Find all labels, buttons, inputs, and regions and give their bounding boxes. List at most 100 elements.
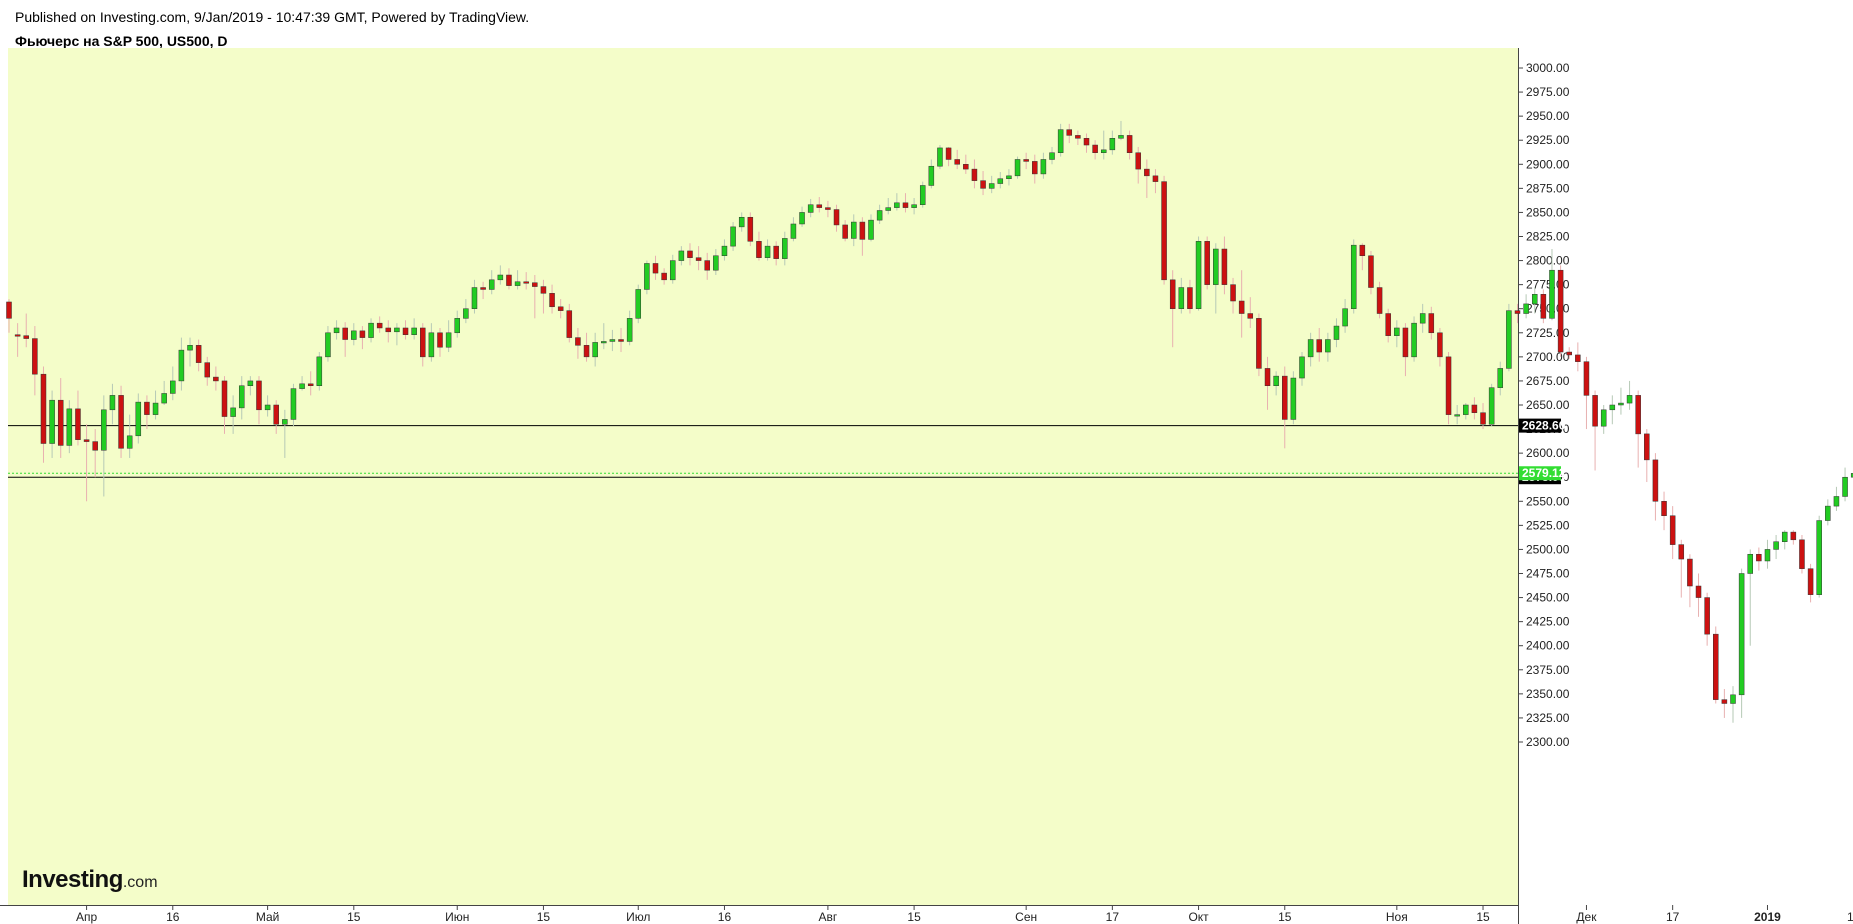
candle-body: [1083, 138, 1090, 146]
x-tick-label: 17: [1666, 910, 1680, 924]
candle-body: [195, 345, 202, 363]
candle-body: [971, 168, 978, 181]
candle-body: [1626, 395, 1633, 404]
candle-body: [661, 272, 667, 281]
candle-body: [928, 165, 935, 186]
candle-body: [652, 263, 659, 274]
x-tick-label: 15: [537, 910, 551, 924]
candle-body: [264, 404, 271, 411]
x-tick-label: 15: [1278, 910, 1292, 924]
candle-body: [428, 332, 435, 358]
x-tick-label: Окт: [1188, 910, 1209, 924]
candle-body: [1092, 144, 1098, 153]
y-tick-label: 2550.00: [1526, 494, 1570, 508]
logo-suffix: .com: [122, 874, 158, 891]
candle-body: [738, 216, 745, 228]
last-price-label-bg: [1519, 466, 1561, 481]
candle-body: [1773, 541, 1779, 550]
candle-body: [1609, 404, 1616, 411]
candle-body: [101, 409, 107, 451]
candle-body: [273, 404, 279, 425]
candle-body: [333, 327, 340, 334]
candle-body: [342, 327, 348, 340]
candle-body: [1118, 135, 1124, 139]
candle-body: [894, 202, 900, 208]
candle-body: [963, 164, 969, 170]
candle-body: [92, 441, 98, 451]
candle-body: [549, 293, 555, 308]
symbol-title: Фьючерс на S&P 500, US500, D: [15, 33, 228, 49]
logo-text: Investing: [22, 866, 123, 893]
candle-body: [566, 310, 573, 338]
horizontal-line-label-bg: [1519, 418, 1561, 433]
candle-body: [721, 245, 728, 257]
candle-body: [532, 282, 538, 287]
y-tick-label: 2350.00: [1526, 687, 1570, 701]
candle-body: [1075, 135, 1081, 139]
candle-body: [704, 260, 710, 271]
candle-body: [1385, 313, 1391, 336]
candle-body: [1368, 255, 1374, 288]
x-tick-label: 2019: [1754, 910, 1781, 924]
candle-body: [1109, 138, 1116, 151]
candle-body: [109, 395, 116, 411]
y-tick-label: 2875.00: [1526, 181, 1570, 195]
candle-body: [1687, 558, 1693, 587]
candle-body: [299, 383, 305, 389]
candle-body: [1135, 152, 1141, 170]
candle-body: [807, 204, 814, 213]
candle-body: [1187, 287, 1193, 309]
candle-body: [1325, 339, 1331, 353]
candle-body: [1721, 699, 1728, 704]
candle-body: [816, 204, 823, 208]
x-tick-label: Май: [256, 910, 280, 924]
candle-body: [1178, 287, 1185, 309]
candle-body: [1023, 159, 1029, 162]
candle-body: [126, 435, 133, 449]
candle-body: [1264, 368, 1271, 386]
candle-body: [394, 327, 400, 333]
candle-body: [937, 147, 943, 167]
candle-body: [1850, 473, 1853, 478]
candle-body: [911, 204, 917, 208]
candle-body: [523, 281, 529, 284]
candle-body: [859, 221, 866, 240]
candle-body: [1488, 387, 1495, 425]
candle-body: [368, 322, 374, 338]
candle-body: [1799, 539, 1805, 569]
y-tick-label: 2850.00: [1526, 205, 1570, 219]
candle-body: [497, 274, 504, 281]
candle-body: [1592, 395, 1598, 427]
candle-body: [221, 380, 228, 417]
candle-body: [1428, 313, 1435, 334]
candle-body: [454, 318, 460, 334]
candle-body: [575, 337, 581, 346]
candle-body: [23, 335, 29, 339]
candle-body: [480, 287, 486, 290]
candle-body: [359, 330, 366, 338]
candle-body: [316, 356, 323, 386]
candle-body: [730, 226, 736, 247]
candle-body: [1282, 375, 1288, 420]
y-tick-label: 2400.00: [1526, 639, 1570, 653]
y-tick-label: 2500.00: [1526, 542, 1570, 556]
candle-body: [695, 257, 702, 261]
candle-body: [954, 159, 960, 165]
candle-body: [1376, 287, 1383, 314]
candle-body: [1445, 356, 1452, 415]
candle-body: [945, 147, 952, 160]
candle-body: [1730, 694, 1736, 704]
candle-body: [557, 306, 564, 311]
candle-body: [1195, 241, 1202, 309]
last-price-label: 2579.12: [1522, 466, 1566, 480]
candle-body: [471, 287, 478, 309]
candle-body: [325, 332, 331, 358]
candle-body: [764, 245, 771, 258]
candle-body: [1523, 303, 1529, 314]
x-tick-label: Авг: [819, 910, 838, 924]
candle-body: [1342, 308, 1348, 327]
y-tick-label: 2825.00: [1526, 230, 1570, 244]
candle-body: [1169, 279, 1176, 309]
x-tick-label: Ноя: [1386, 910, 1408, 924]
